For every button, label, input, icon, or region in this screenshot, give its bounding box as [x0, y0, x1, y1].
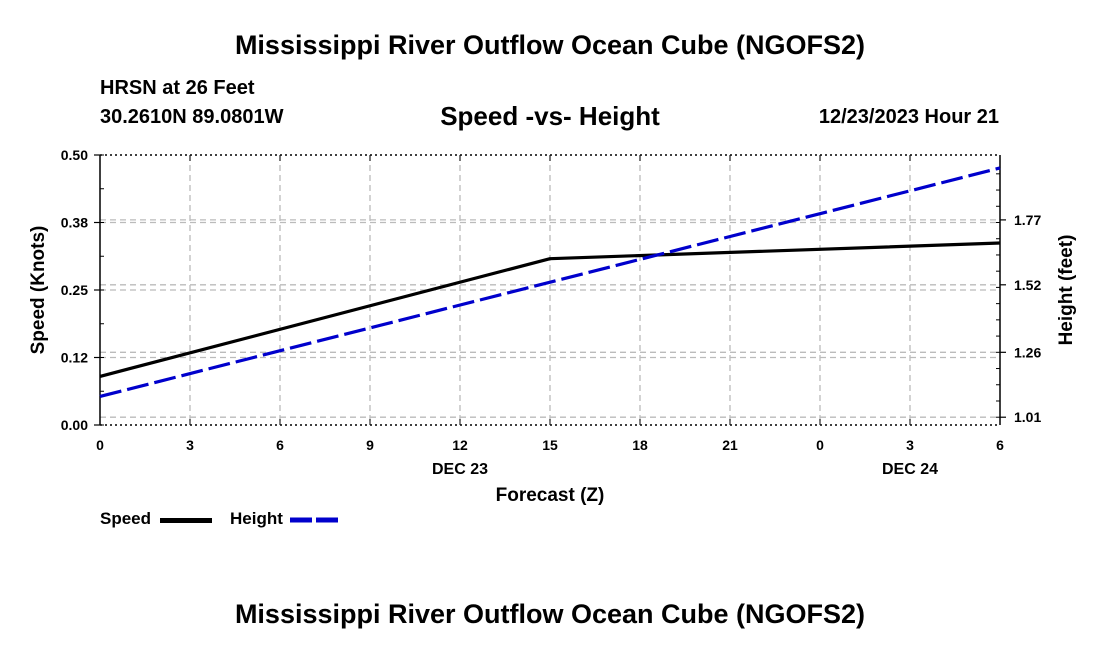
x-date-label: DEC 23 [432, 461, 488, 478]
legend-speed-swatch [160, 518, 212, 523]
x-tick-label: 18 [632, 437, 648, 453]
forecast-datetime: 12/23/2023 Hour 21 [818, 106, 999, 128]
right-tick-label: 1.77 [1014, 212, 1041, 228]
speed-height-chart: 0 3 6 9 12 15 18 21 0 3 6 0.00 0.12 0.25 0.38 0.50 1.01 1… [28, 147, 1077, 506]
x-tick-label: 3 [186, 437, 194, 453]
left-tick-label: 0.50 [61, 147, 88, 163]
legend-speed-label: Speed [100, 509, 152, 528]
x-date-label: DEC 24 [882, 461, 938, 478]
x-tick-label: 0 [96, 437, 104, 453]
axis-labels: 0 3 6 9 12 15 18 21 0 3 6 0.00 0.12 0.25 0.38 0.50 1.01 1… [28, 147, 1077, 506]
chart-subtitle: Speed -vs- Height [440, 101, 660, 131]
station-label: HRSN at 26 Feet [100, 77, 255, 99]
x-tick-label: 21 [722, 437, 738, 453]
x-tick-label: 15 [542, 437, 558, 453]
right-tick-label: 1.26 [1014, 344, 1041, 360]
grid-layer [100, 155, 1000, 425]
station-coordinates: 30.2610N 89.0801W [100, 106, 284, 128]
x-tick-label: 3 [906, 437, 914, 453]
x-tick-label: 9 [366, 437, 374, 453]
legend-height-swatch [290, 517, 342, 523]
left-tick-label: 0.00 [61, 417, 88, 433]
x-tick-label: 6 [276, 437, 284, 453]
x-axis-label: Forecast (Z) [496, 485, 605, 506]
left-tick-label: 0.25 [61, 282, 88, 298]
right-tick-label: 1.52 [1014, 277, 1041, 293]
legend-height-label: Height [230, 509, 283, 528]
series-layer [99, 166, 1001, 398]
x-tick-label: 6 [996, 437, 1004, 453]
main-title: Mississippi River Outflow Ocean Cube (NG… [234, 30, 866, 60]
left-tick-label: 0.12 [61, 350, 88, 366]
plot-frame [94, 154, 1006, 426]
x-tick-label: 0 [816, 437, 824, 453]
series-height-line [99, 166, 1001, 398]
series-speed-line [99, 241, 1001, 378]
x-tick-label: 12 [452, 437, 468, 453]
footer-title: Mississippi River Outflow Ocean Cube (NG… [234, 599, 866, 629]
left-axis-label: Speed (Knots) [28, 226, 49, 355]
right-axis-label: Height (feet) [1056, 235, 1077, 346]
left-tick-label: 0.38 [61, 215, 88, 231]
right-tick-label: 1.01 [1014, 409, 1041, 425]
